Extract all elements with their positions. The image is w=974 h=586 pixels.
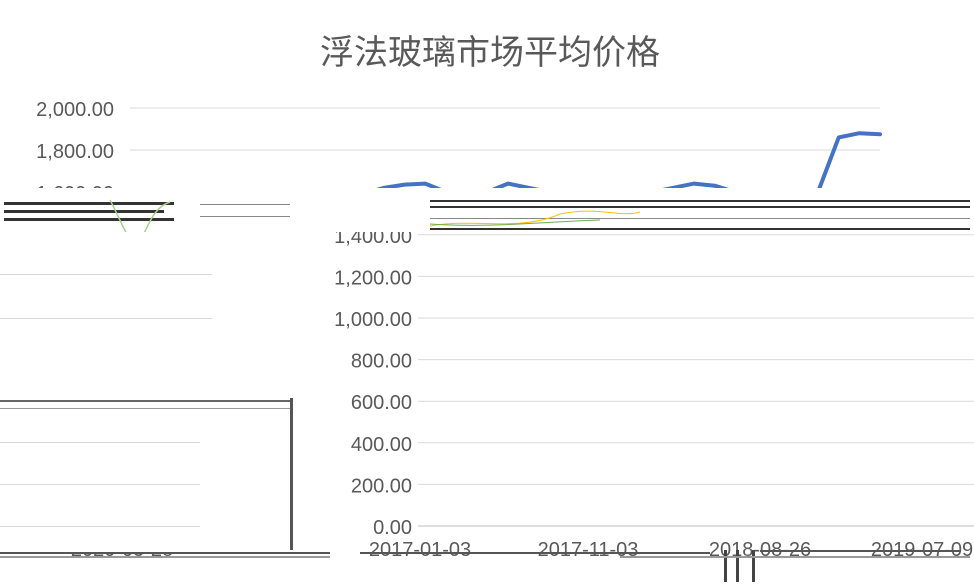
glitch-vbar: [736, 550, 739, 582]
y-tick-label: 600.00: [351, 392, 412, 414]
y-tick-label: 200.00: [351, 475, 412, 497]
y-tick-label: 1,000.00: [334, 309, 412, 331]
x-tick-label: 2017-01-03: [369, 539, 471, 561]
data-point: [507, 183, 509, 185]
y-tick-label: 0.00: [373, 517, 412, 539]
data-point: [879, 133, 881, 135]
glitch-vbar: [290, 398, 293, 550]
bottom-noise: [0, 546, 974, 560]
glitch-vbar: [724, 550, 727, 582]
data-point: [424, 183, 426, 185]
y-tick-label: 1,200.00: [334, 267, 412, 289]
x-tick-label: 2017-11-03: [538, 539, 639, 561]
lower-grid: [418, 234, 974, 527]
y-tick-label: 2,000.00: [36, 99, 114, 121]
chart-title: 浮法玻璃市场平均价格: [320, 33, 660, 73]
y-tick-label: 800.00: [351, 351, 412, 373]
data-point: [693, 183, 695, 185]
render-glitch-band: [0, 188, 974, 232]
series-line: [320, 131, 882, 196]
data-point: [404, 184, 406, 186]
y-tick-label: 400.00: [351, 434, 412, 456]
lower-y-axis: 0.00 200.00 400.00 600.00 800.00 1,000.00 1,20…: [334, 226, 412, 539]
data-point: [714, 185, 716, 187]
data-point: [838, 136, 840, 138]
glitch-vbar: [752, 550, 755, 582]
x-axis: 2020-05-282017-01-032017-11-032018-08-26…: [71, 539, 973, 561]
y-tick-label: 1,800.00: [36, 141, 114, 163]
data-point: [858, 132, 860, 134]
upper-plot: [320, 131, 882, 196]
left-ghost-panel: [0, 232, 292, 552]
